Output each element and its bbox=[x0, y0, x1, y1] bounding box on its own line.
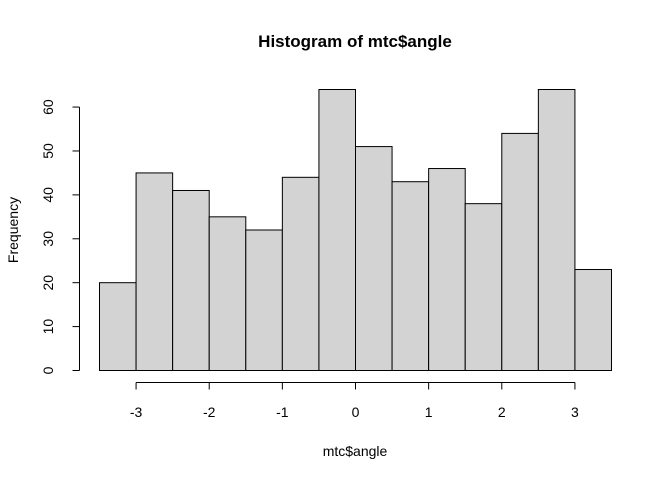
x-tick-label: 3 bbox=[571, 404, 579, 420]
y-tick-label: 60 bbox=[40, 99, 56, 115]
x-tick-label: 0 bbox=[352, 404, 360, 420]
histogram-bar bbox=[355, 146, 393, 371]
histogram-bar bbox=[99, 282, 137, 371]
histogram-bar bbox=[208, 216, 247, 371]
y-tick-label: 40 bbox=[40, 187, 56, 203]
x-tick-label: -2 bbox=[203, 404, 216, 420]
x-axis: -3 -2 -1 0 1 2 3 bbox=[130, 382, 579, 420]
x-tick-label: -3 bbox=[130, 404, 143, 420]
histogram-bar bbox=[281, 176, 320, 371]
y-tick-label: 0 bbox=[40, 366, 56, 374]
histogram-bar bbox=[464, 203, 503, 371]
y-axis-label: Frequency bbox=[5, 197, 21, 263]
y-axis: 0 10 20 30 40 50 60 bbox=[40, 99, 80, 374]
histogram-bar bbox=[318, 89, 356, 371]
histogram-bar bbox=[428, 168, 466, 371]
histogram-bar bbox=[391, 181, 430, 371]
histogram-bar bbox=[245, 229, 283, 371]
histogram-bar bbox=[501, 132, 539, 371]
chart-title: Histogram of mtc$angle bbox=[258, 32, 452, 51]
y-tick-label: 50 bbox=[40, 143, 56, 159]
bars-group bbox=[99, 89, 613, 371]
y-tick-label: 30 bbox=[40, 231, 56, 247]
x-tick-label: 1 bbox=[425, 404, 433, 420]
histogram-bar bbox=[574, 269, 613, 371]
y-tick-label: 10 bbox=[40, 319, 56, 335]
histogram-bar bbox=[537, 89, 576, 371]
histogram-bar bbox=[172, 189, 210, 371]
histogram-bar bbox=[135, 172, 174, 371]
x-axis-label: mtc$angle bbox=[323, 443, 388, 459]
x-tick-label: -1 bbox=[276, 404, 289, 420]
x-tick-label: 2 bbox=[498, 404, 506, 420]
y-tick-label: 20 bbox=[40, 275, 56, 291]
